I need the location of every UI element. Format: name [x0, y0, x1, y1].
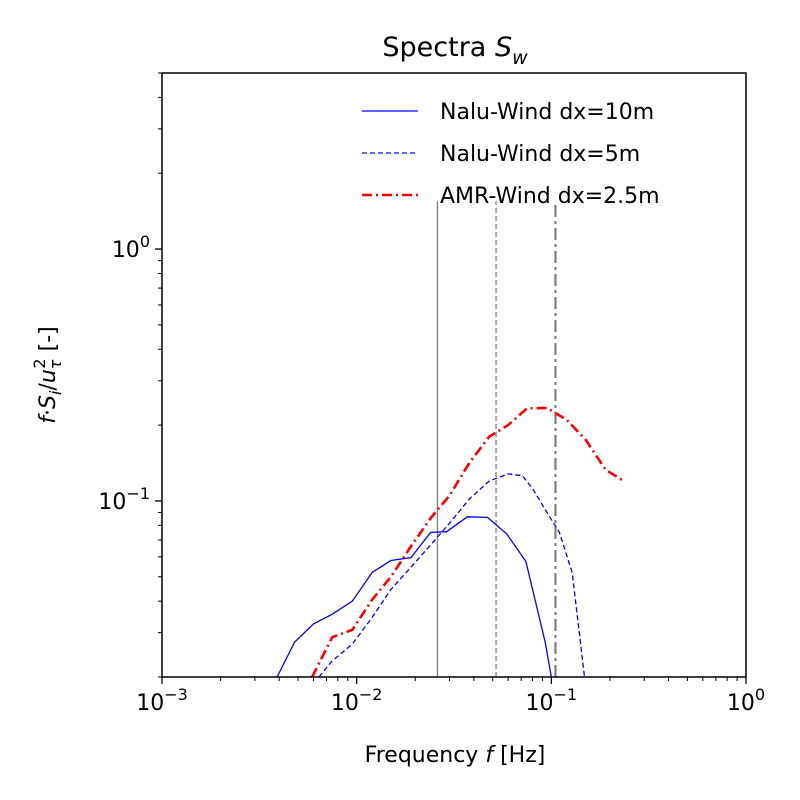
legend-label-1: Nalu-Wind dx=10m: [440, 100, 654, 125]
axis-ticks: 10−3 10−2 10−1 100 10−1 100: [98, 72, 765, 716]
legend-label-2: Nalu-Wind dx=5m: [440, 142, 640, 167]
series-line-3: [310, 406, 625, 678]
legend-label-3: AMR-Wind dx=2.5m: [440, 184, 660, 209]
x-axis-title: Frequency f [Hz]: [365, 743, 546, 768]
series-line-1: [276, 516, 552, 678]
y-tick-label: 100: [112, 232, 150, 263]
y-tick-label: 10−1: [98, 484, 150, 515]
series-line-2: [318, 473, 586, 678]
x-tick-label: 10−1: [526, 685, 578, 716]
y-axis-title: f·Si/uτ2 [-]: [30, 326, 65, 423]
x-tick-label: 10−3: [136, 685, 188, 716]
x-tick-label: 10−2: [331, 685, 383, 716]
x-tick-label: 100: [727, 685, 765, 716]
chart-title: Spectra Sw: [382, 32, 528, 69]
legend: Nalu-Wind dx=10m Nalu-Wind dx=5m AMR-Wind …: [362, 100, 660, 209]
plot-area: [276, 201, 625, 678]
plot-frame: [161, 72, 747, 678]
